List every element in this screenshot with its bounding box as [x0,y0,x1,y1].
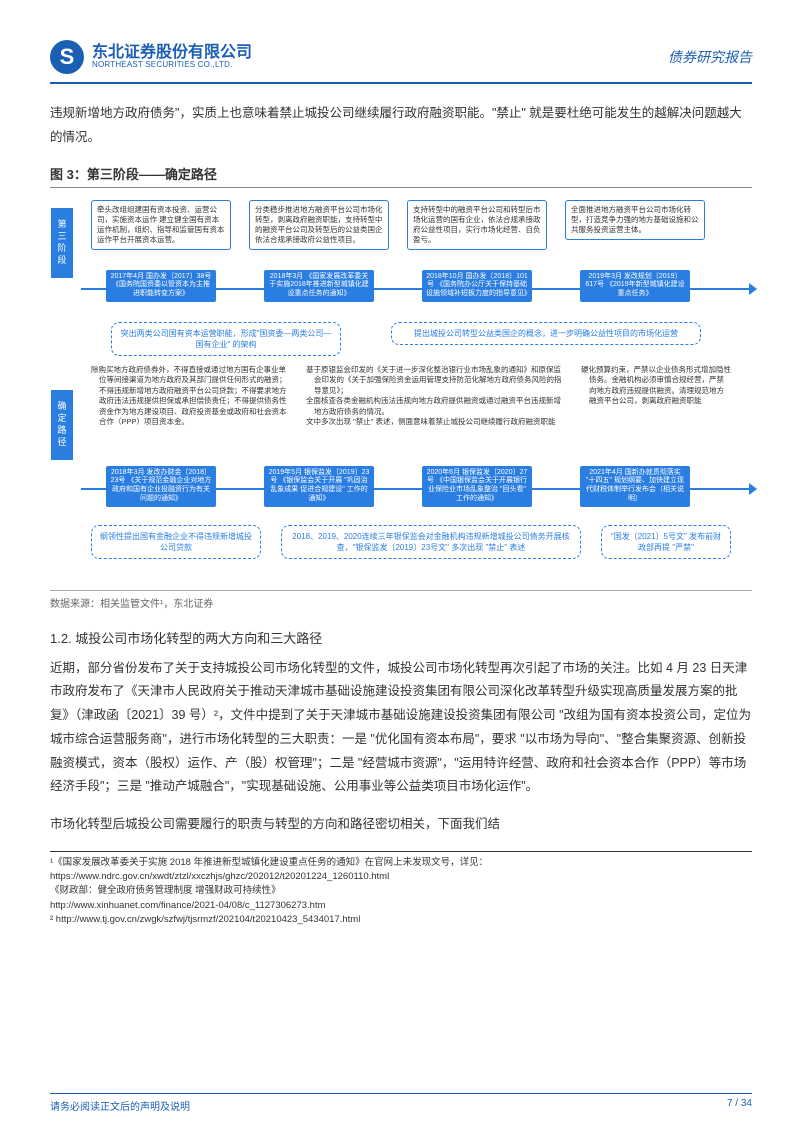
intro-paragraph: 违规新增地方政府债务"，实质上也意味着禁止城投公司继续履行政府融资职能。"禁止"… [50,102,752,150]
concept-top-0: 突出两类公司国有资本运营职能，形成"国资委—两类公司—国有企业" 的架构 [111,322,341,356]
r2-bul-left: 除购买地方政府债券外，不得直接或通过地方国有企事业单位等间接渠道为地方政府及其部… [91,365,291,428]
logo-block: S 东北证券股份有限公司 NORTHEAST SECURITIES CO.,LT… [50,40,252,74]
logo-text-cn: 东北证券股份有限公司 [92,44,252,62]
page-header: S 东北证券股份有限公司 NORTHEAST SECURITIES CO.,LT… [50,40,752,84]
section-heading: 1.2. 城投公司市场化转型的两大方向和三大路径 [50,628,752,647]
r2-date-2: 2020年6月 银保监发〔2020〕27号 《中国银保监会关于开展银行业保险业市… [422,466,532,507]
r1-date-0: 2017年4月 国办发〔2017〕38号 《国务院国资委以管资本为主推进职能转变… [106,270,216,302]
logo-text-en: NORTHEAST SECURITIES CO.,LTD. [92,61,252,70]
r1-date-1: 2018年3月 《国家发展改革委关于实施2018年推进新型城镇化建设重点任务的通… [264,270,374,302]
footer-right: 7 / 34 [727,1098,752,1113]
paragraph-2: 市场化转型后城投公司需要履行的职责与转型的方向和路径密切相关，下面我们结 [50,813,752,837]
r1-box-1: 分类稳步推进地方融资平台公司市场化转型，剥离政府融资职能，支持转型中的融资平台公… [249,200,389,251]
phase-diagram: 第三阶段 牵头改组组建国有资本投资、运营公司，实施资本运作 建立健全国有资本运作… [51,200,751,580]
data-source: 数据来源：相关监管文件¹，东北证券 [50,590,752,610]
footnote-1: ¹《国家发展改革委关于实施 2018 年推进新型城镇化建设重点任务的通知》在官网… [50,856,752,885]
concept-bot-1: 2018、2019、2020连续三年银保监会对金融机构违规新增城投公司债务开展核… [281,525,581,559]
phase-label-bottom: 确定路径 [51,390,73,460]
paragraph-1: 近期，部分省份发布了关于支持城投公司市场化转型的文件，城投公司市场化转型再次引起… [50,657,752,800]
phase-label-top: 第三阶段 [51,208,73,278]
footnote-2: 《财政部：健全政府债务管理制度 增强财政可持续性》 [50,884,752,898]
concept-top-1: 提出城投公司转型公益类国企的概念，进一步明确公益性项目的市场化运营 [391,322,701,345]
logo-icon: S [50,40,84,74]
footnotes: ¹《国家发展改革委关于实施 2018 年推进新型城镇化建设重点任务的通知》在官网… [50,851,752,927]
r2-date-3: 2021年4月 国新办就贯彻落实 "十四五" 规划纲要、加快建立现代财税体制举行… [580,466,690,507]
footnote-4: ² http://www.tj.gov.cn/zwgk/szfwj/tjsrmz… [50,913,752,927]
header-right-label: 债券研究报告 [668,47,752,67]
r1-box-3: 全面推进地方融资平台公司市场化转型，打造竞争力强的地方基础设施和公共服务投资运营… [565,200,705,240]
footnote-3: http://www.xinhuanet.com/finance/2021-04… [50,899,752,913]
r2-bul-far-right: 硬化预算约束，严禁以企业债务形式增加隐性债务。金融机构必须审慎合规经营，严禁向地… [581,365,731,407]
concept-bot-0: 纲领性提出国有金融企业不得违规新增城投公司贷款 [91,525,261,559]
r1-date-3: 2019年3月 发改规划〔2019〕617号 《2019年新型城镇化建设重点任务… [580,270,690,302]
concept-bot-2: "国发〔2021〕5号文" 发布前财政部再提 "严禁" [601,525,731,559]
r2-bul-right: 基于原银监会印发的《关于进一步深化整治银行业市场乱象的通知》和原保监会印发的《关… [306,365,566,428]
r1-box-2: 支持转型中的融资平台公司和转型后市场化运营的国有企业，依法合规承接政府公益性项目… [407,200,547,251]
r1-box-0: 牵头改组组建国有资本投资、运营公司，实施资本运作 建立健全国有资本运作机制，组织… [91,200,231,251]
r1-date-2: 2018年10月 国办发〔2018〕101号 《国务院办公厅关于保持基础设施领域… [422,270,532,302]
footer-left: 请务必阅读正文后的声明及说明 [50,1098,190,1113]
figure-title: 图 3：第三阶段——确定路径 [50,164,752,188]
r2-date-1: 2019年5月 银保监发〔2019〕23号 《银保监会关于开展 "巩固治乱象成果… [264,466,374,507]
r2-date-0: 2018年3月 发改办财金〔2018〕23号 《关于规范金融企业对地方政府和国有… [106,466,216,507]
page-footer: 请务必阅读正文后的声明及说明 7 / 34 [50,1093,752,1113]
